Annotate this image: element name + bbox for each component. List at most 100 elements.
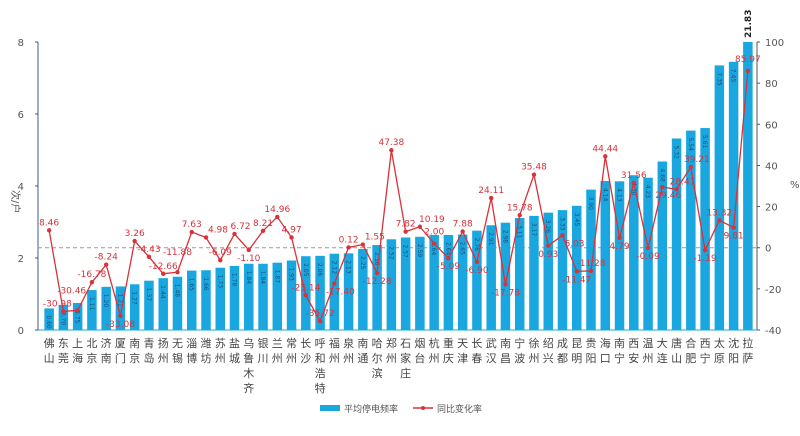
bar <box>557 210 568 330</box>
category-label-char: 唐 <box>671 336 682 350</box>
bar-value-label: 21.83 <box>744 10 754 38</box>
bar <box>686 130 696 330</box>
bar <box>743 42 753 330</box>
category-label-char: 木 <box>243 367 254 380</box>
category-label-char: 庆 <box>443 351 454 365</box>
bar-value-label: 2.06 <box>316 263 323 277</box>
line-point <box>631 180 636 185</box>
bar-value-label: 2.25 <box>359 256 366 270</box>
bar <box>643 177 653 330</box>
bar-value-label: 1.21 <box>116 293 123 307</box>
category-label-char: 阳 <box>586 352 597 365</box>
category-label-char: 南 <box>614 337 625 350</box>
bar-value-label: 3.90 <box>587 197 594 211</box>
category-label-char: 青 <box>143 337 154 350</box>
category-label: 绍兴 <box>543 336 554 365</box>
category-label-char: 州 <box>429 352 440 365</box>
line-point <box>175 269 180 275</box>
line-value-label: -5.09 <box>437 262 461 272</box>
category-label: 徐州 <box>528 336 539 365</box>
category-label-char: 波 <box>514 352 525 365</box>
category-label: 合肥 <box>685 336 696 365</box>
bar <box>714 65 725 331</box>
line-value-label: 13.32 <box>706 208 732 218</box>
bar <box>657 161 668 330</box>
line-point <box>731 225 736 230</box>
category-label-char: 门 <box>115 351 126 365</box>
bar <box>629 175 639 330</box>
line-value-label: 0.12 <box>339 235 359 245</box>
bar-value-label: 3.45 <box>573 213 580 227</box>
y2-tick-label: 20 <box>765 203 778 214</box>
bar-value-label: 1.48 <box>173 284 180 298</box>
bar-value-label: 0.75 <box>74 310 81 324</box>
line-value-label: -12.28 <box>363 277 392 287</box>
y-tick-label: 2 <box>18 254 24 265</box>
bar <box>529 215 539 330</box>
bar-value-label: 2.12 <box>330 261 337 275</box>
line-value-label: -6.90 <box>465 266 489 276</box>
line-point <box>431 241 437 246</box>
bar <box>244 263 254 330</box>
line-point <box>75 308 80 313</box>
category-label-char: 石 <box>400 337 411 350</box>
line-value-label: 10.19 <box>419 215 445 225</box>
bar-value-label: 1.65 <box>188 278 195 292</box>
bar <box>415 236 425 330</box>
category-label: 佛山 <box>44 337 55 365</box>
category-label-char: 庄 <box>400 366 411 380</box>
bar <box>443 234 454 330</box>
change-rate-line <box>48 70 749 323</box>
category-label-char: 萨 <box>742 352 753 365</box>
bar-value-label: 3.17 <box>530 223 537 237</box>
line-value-label: -16.78 <box>77 270 106 280</box>
line-point <box>203 235 209 240</box>
line-point <box>146 254 152 260</box>
bar <box>258 263 268 330</box>
category-label: 贵阳 <box>586 337 597 365</box>
bar <box>44 308 54 330</box>
line-value-label: 2.00 <box>424 228 444 238</box>
bar <box>172 276 183 330</box>
line-point <box>702 247 708 253</box>
category-label-char: 京 <box>86 351 97 365</box>
line-point <box>460 229 465 234</box>
category-label-char: 南 <box>129 337 140 350</box>
category-label: 杭州 <box>429 336 440 365</box>
line-point <box>446 255 451 261</box>
category-label-char: 福 <box>329 336 340 350</box>
bar-value-label: 1.84 <box>259 271 266 285</box>
category-label-char: 阳 <box>728 352 739 365</box>
bar-value-label: 1.20 <box>102 294 109 308</box>
bar-value-label: 4.23 <box>644 185 651 199</box>
line-value-label: 24.11 <box>478 186 504 196</box>
category-label-char: 兰 <box>272 337 283 350</box>
category-label: 东莞 <box>58 337 69 365</box>
category-label-char: 沙 <box>300 352 311 365</box>
line-value-label: 31.56 <box>621 171 647 181</box>
category-label-char: 南 <box>101 352 112 365</box>
category-label: 海口 <box>600 336 611 365</box>
line-value-label: -8.24 <box>95 253 119 263</box>
y2-axis-title: % <box>790 180 800 191</box>
line-point <box>574 269 579 274</box>
category-label-char: 重 <box>443 336 454 350</box>
line-point <box>232 231 237 237</box>
line-point <box>289 235 294 240</box>
bar <box>400 237 411 330</box>
line-value-label: 35.48 <box>521 163 547 173</box>
bar <box>129 284 140 330</box>
line-point <box>517 213 522 218</box>
line-point <box>61 309 66 314</box>
bar-value-label: 0.70 <box>59 312 66 326</box>
category-label-char: 原 <box>714 352 725 365</box>
category-label: 太原 <box>714 337 725 365</box>
line-value-label: -30.98 <box>43 299 72 309</box>
legend-bar-swatch <box>320 405 340 411</box>
line-point <box>246 247 251 253</box>
line-value-label: 6.72 <box>230 222 250 232</box>
category-label: 盐城 <box>229 337 240 365</box>
category-label: 济南 <box>101 336 112 365</box>
category-label-char: 厦 <box>115 337 126 350</box>
